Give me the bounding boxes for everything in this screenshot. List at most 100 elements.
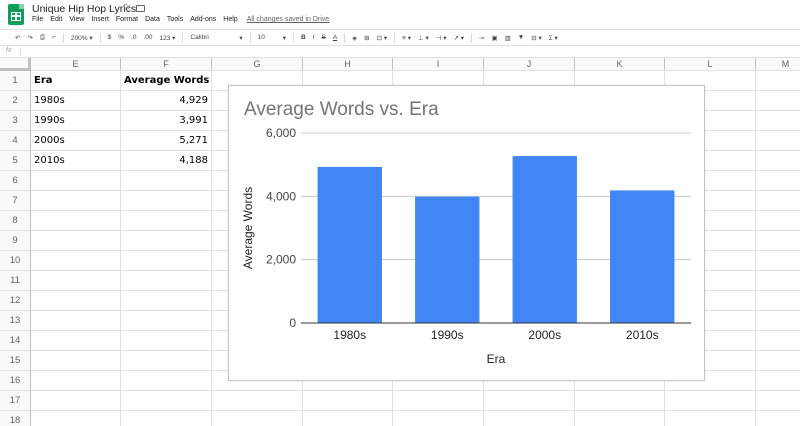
- x-tick-label: 1980s: [333, 328, 366, 342]
- borders-icon[interactable]: ⊞: [364, 34, 370, 42]
- cell-e2[interactable]: 1980s: [31, 91, 121, 111]
- y-tick-label: 2,000: [266, 253, 296, 267]
- cell-f5[interactable]: 4,188: [121, 151, 212, 171]
- increase-decimal-button[interactable]: .00: [143, 34, 153, 41]
- row-header-17[interactable]: 17: [0, 391, 31, 411]
- grid-column-line: [211, 71, 212, 426]
- cell-e5[interactable]: 2010s: [31, 151, 121, 171]
- y-tick-label: 6,000: [266, 126, 296, 140]
- row-header-2[interactable]: 2: [0, 91, 31, 111]
- row-header-4[interactable]: 4: [0, 131, 31, 151]
- filter-views-icon[interactable]: ⊟ ▾: [531, 34, 542, 42]
- menu-format[interactable]: Format: [115, 16, 139, 23]
- redo-icon[interactable]: ↷: [27, 34, 33, 42]
- bar-2010s: [610, 190, 675, 323]
- cell-e4[interactable]: 2000s: [31, 131, 121, 151]
- toolbar: ↶ ↷ ⎙ ⌐ 200% ▾ $ % .0 .00 123 ▾ Calibri …: [0, 29, 800, 46]
- strikethrough-button[interactable]: S: [321, 34, 326, 41]
- row-header-14[interactable]: 14: [0, 331, 31, 351]
- insert-link-icon[interactable]: ⊸: [478, 34, 485, 42]
- row-header-8[interactable]: 8: [0, 211, 31, 231]
- cell-f4[interactable]: 5,271: [121, 131, 212, 151]
- y-axis-title: Average Words: [241, 187, 255, 269]
- menu-insert[interactable]: Insert: [91, 16, 109, 23]
- row-header-16[interactable]: 16: [0, 371, 31, 391]
- italic-button[interactable]: I: [312, 34, 315, 41]
- grid-row-line: [31, 70, 800, 71]
- x-tick-label: 2000s: [528, 328, 561, 342]
- text-color-button[interactable]: A: [332, 34, 338, 41]
- fx-icon: fx: [6, 47, 12, 54]
- menu-view[interactable]: View: [69, 16, 85, 23]
- percent-button[interactable]: %: [118, 34, 125, 41]
- row-header-15[interactable]: 15: [0, 351, 31, 371]
- menu-help[interactable]: Help: [223, 16, 238, 23]
- bar-1980s: [317, 166, 382, 323]
- sheets-logo-icon[interactable]: [8, 4, 24, 25]
- document-title[interactable]: Unique Hip Hop Lyrics: [32, 3, 137, 15]
- font-size-chevron-down-icon[interactable]: ▾: [282, 34, 286, 42]
- grid-column-line: [120, 71, 121, 426]
- cell-e3[interactable]: 1990s: [31, 111, 121, 131]
- grid-row-line: [31, 390, 800, 391]
- row-header-18[interactable]: 18: [0, 411, 31, 426]
- font-size-select[interactable]: 10: [257, 34, 265, 41]
- paint-format-icon[interactable]: ⌐: [52, 34, 56, 41]
- menu-file[interactable]: File: [32, 16, 44, 23]
- text-rotation-icon[interactable]: ↗ ▾: [453, 34, 464, 42]
- grid-row-line: [31, 410, 800, 411]
- title-bar: Unique Hip Hop Lyrics ☆ File Edit View I…: [0, 0, 800, 28]
- row-header-11[interactable]: 11: [0, 271, 31, 291]
- cell-f3[interactable]: 3,991: [121, 111, 212, 131]
- print-icon[interactable]: ⎙: [39, 33, 46, 41]
- embedded-chart[interactable]: Average Words vs. Era 0 2,000 4,000 6,000 198…: [228, 85, 705, 381]
- row-header-9[interactable]: 9: [0, 231, 31, 251]
- bar-2000s: [512, 156, 577, 323]
- decrease-decimal-button[interactable]: .0: [131, 34, 137, 41]
- select-all-corner[interactable]: [0, 58, 31, 71]
- menu-add-ons[interactable]: Add-ons: [190, 16, 217, 23]
- font-select[interactable]: Calibri: [190, 34, 209, 41]
- menu-edit[interactable]: Edit: [50, 16, 63, 23]
- bar-1990s: [415, 196, 480, 323]
- insert-chart-icon[interactable]: ▥: [504, 34, 511, 42]
- cell-f2[interactable]: 4,929: [121, 91, 212, 111]
- menu-tools[interactable]: Tools: [166, 16, 184, 23]
- more-formats-button[interactable]: 123 ▾: [159, 34, 176, 42]
- row-header-13[interactable]: 13: [0, 311, 31, 331]
- save-status-link[interactable]: All changes saved in Drive: [246, 16, 330, 23]
- bold-button[interactable]: B: [300, 34, 306, 41]
- y-tick-label: 4,000: [266, 189, 296, 203]
- x-tick-label: 2010s: [626, 328, 659, 342]
- merge-cells-icon[interactable]: ⊡ ▾: [376, 34, 388, 42]
- zoom-select[interactable]: 200% ▾: [70, 34, 93, 42]
- cell-e1[interactable]: Era: [31, 71, 121, 91]
- chart-title: Average Words vs. Era: [244, 99, 439, 120]
- row-header-6[interactable]: 6: [0, 171, 31, 191]
- fill-color-icon[interactable]: ◈: [352, 34, 358, 42]
- y-tick-label: 0: [289, 316, 296, 330]
- row-header-7[interactable]: 7: [0, 191, 31, 211]
- row-header-1[interactable]: 1: [0, 71, 31, 91]
- row-header-3[interactable]: 3: [0, 111, 31, 131]
- text-wrap-icon[interactable]: ⊣ ▾: [435, 34, 447, 42]
- font-chevron-down-icon[interactable]: ▾: [239, 34, 243, 42]
- cell-f1[interactable]: Average Words: [121, 71, 212, 91]
- filter-icon[interactable]: ▼: [517, 34, 525, 41]
- undo-icon[interactable]: ↶: [15, 34, 21, 42]
- insert-comment-icon[interactable]: ▣: [491, 34, 498, 42]
- formula-bar: fx: [0, 46, 800, 58]
- x-tick-label: 1990s: [431, 328, 464, 342]
- menu-data[interactable]: Data: [145, 16, 160, 23]
- horizontal-align-icon[interactable]: ≡ ▾: [402, 34, 411, 42]
- folder-icon[interactable]: [136, 5, 145, 12]
- row-header-10[interactable]: 10: [0, 251, 31, 271]
- star-icon[interactable]: ☆: [122, 2, 131, 13]
- functions-icon[interactable]: Σ ▾: [548, 34, 558, 42]
- row-header-5[interactable]: 5: [0, 151, 31, 171]
- currency-button[interactable]: $: [107, 34, 112, 41]
- row-header-12[interactable]: 12: [0, 291, 31, 311]
- vertical-align-icon[interactable]: ⊥ ▾: [418, 34, 429, 42]
- chart-canvas: Average Words vs. Era 0 2,000 4,000 6,000 198…: [241, 99, 691, 366]
